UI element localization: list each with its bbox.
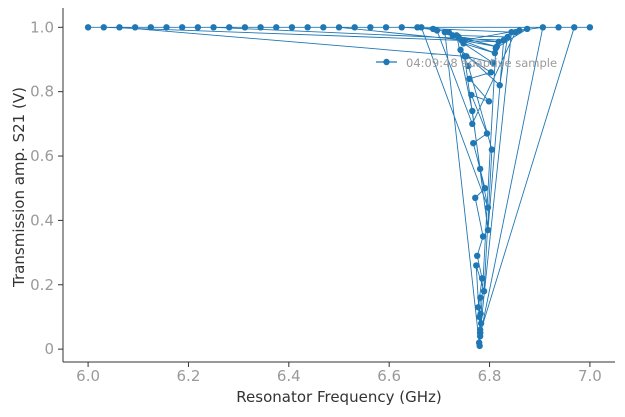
data-point bbox=[555, 24, 562, 31]
data-point bbox=[273, 24, 280, 31]
data-point bbox=[116, 24, 123, 31]
data-point bbox=[481, 185, 489, 192]
data-point bbox=[257, 24, 264, 31]
data-point bbox=[288, 24, 296, 31]
x-tick-label: 6.0 bbox=[76, 367, 100, 385]
data-point bbox=[487, 69, 495, 76]
data-point bbox=[571, 24, 578, 31]
data-point bbox=[84, 24, 92, 31]
data-point bbox=[477, 294, 484, 301]
data-point bbox=[472, 194, 479, 202]
data-point bbox=[163, 24, 170, 31]
data-point bbox=[335, 24, 343, 31]
data-point bbox=[473, 262, 480, 269]
data-point bbox=[226, 24, 233, 31]
data-point bbox=[491, 49, 499, 57]
axes-frame bbox=[62, 8, 615, 363]
data-point bbox=[523, 25, 531, 33]
data-point bbox=[477, 320, 485, 327]
data-point bbox=[449, 32, 456, 39]
data-point bbox=[476, 165, 484, 173]
x-tick-label: 6.8 bbox=[478, 367, 502, 385]
data-point bbox=[468, 91, 475, 99]
data-point bbox=[480, 288, 488, 295]
x-tick-label: 6.2 bbox=[177, 367, 201, 385]
data-point bbox=[351, 24, 358, 31]
x-tick-label: 7.0 bbox=[578, 367, 602, 385]
data-point bbox=[483, 130, 491, 137]
data-point bbox=[147, 24, 155, 31]
data-point bbox=[461, 53, 468, 60]
x-tick-label: 6.6 bbox=[377, 367, 401, 385]
data-point bbox=[100, 24, 107, 31]
y-ticks: 0 0.2 0.4 0.6 0.8 1.0 bbox=[30, 18, 63, 358]
data-point bbox=[457, 46, 464, 54]
y-tick-label: 0 bbox=[44, 340, 54, 358]
data-point bbox=[495, 38, 502, 45]
data-point bbox=[178, 24, 186, 31]
series-line bbox=[88, 26, 591, 347]
data-point bbox=[474, 304, 482, 311]
data-point bbox=[489, 59, 497, 66]
data-point bbox=[398, 24, 405, 31]
data-point bbox=[441, 28, 449, 36]
y-axis-label: Transmission amp. S21 (V) bbox=[10, 87, 28, 288]
data-point bbox=[586, 24, 594, 31]
data-point bbox=[304, 24, 311, 31]
data-point bbox=[476, 342, 483, 350]
x-ticks: 6.0 6.2 6.4 6.6 6.8 7.0 bbox=[76, 362, 602, 385]
data-point bbox=[474, 252, 481, 259]
data-point bbox=[476, 326, 484, 334]
data-point bbox=[476, 313, 483, 321]
data-point bbox=[476, 333, 484, 340]
data-point bbox=[493, 43, 500, 50]
legend-marker-sample bbox=[383, 58, 390, 66]
data-point bbox=[469, 120, 476, 128]
y-tick-label: 0.2 bbox=[30, 276, 54, 294]
data-point bbox=[484, 226, 492, 234]
data-point bbox=[484, 204, 492, 211]
data-point bbox=[382, 24, 390, 31]
data-point bbox=[496, 82, 503, 89]
data-point bbox=[479, 233, 487, 240]
series-layer bbox=[84, 24, 594, 350]
data-point bbox=[367, 24, 374, 31]
y-tick-label: 0.6 bbox=[30, 147, 54, 165]
data-point bbox=[470, 139, 477, 147]
legend-entry-label: 04:09:48 adaptive sample bbox=[406, 56, 557, 70]
data-point bbox=[433, 27, 441, 34]
data-point bbox=[488, 146, 496, 153]
data-point bbox=[485, 98, 493, 105]
y-tick-label: 0.4 bbox=[30, 211, 54, 229]
data-point bbox=[465, 62, 472, 70]
legend: 04:09:48 adaptive sample bbox=[376, 56, 557, 70]
y-tick-label: 0.8 bbox=[30, 83, 54, 101]
data-point bbox=[414, 24, 421, 31]
data-point bbox=[241, 24, 249, 31]
x-axis-label: Resonator Frequency (GHz) bbox=[236, 388, 441, 406]
data-point bbox=[320, 24, 327, 31]
data-point bbox=[131, 24, 139, 31]
data-point bbox=[455, 33, 462, 41]
data-point bbox=[210, 24, 217, 31]
y-tick-label: 1.0 bbox=[30, 18, 54, 36]
data-point bbox=[466, 75, 473, 83]
data-point bbox=[539, 24, 547, 31]
data-point bbox=[478, 275, 486, 282]
x-tick-label: 6.4 bbox=[277, 367, 301, 385]
data-point bbox=[516, 27, 523, 34]
data-point bbox=[469, 107, 476, 115]
data-point bbox=[194, 24, 202, 31]
data-point bbox=[504, 33, 511, 41]
